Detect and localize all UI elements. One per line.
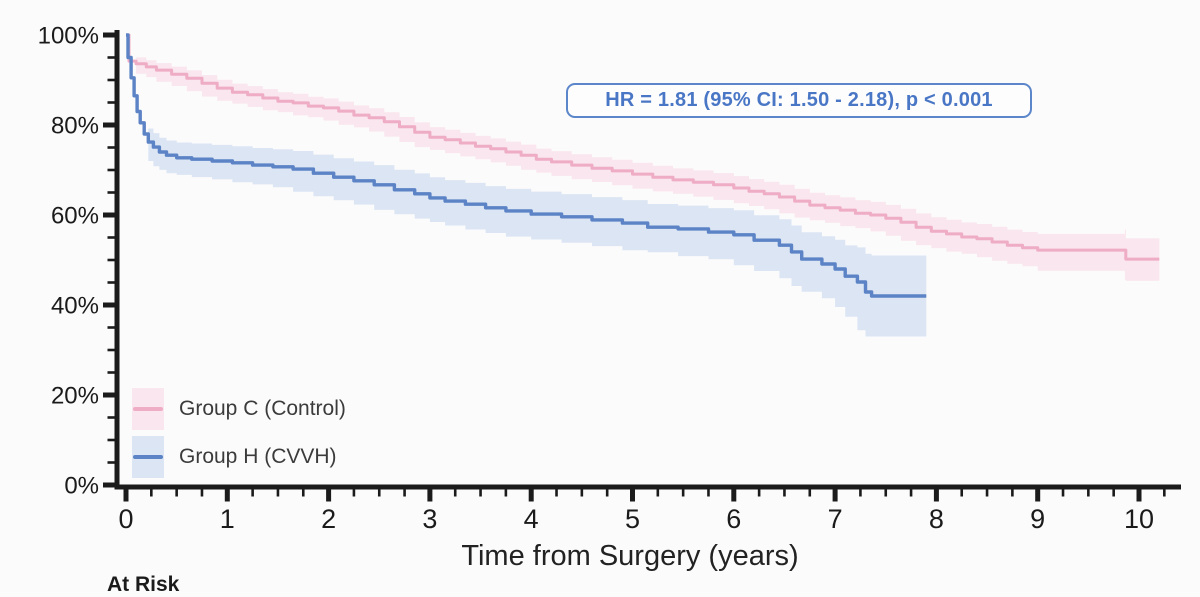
y-tick-label: 20% [51,383,99,410]
legend: Group C (Control) Group H (CVVH) [132,388,346,484]
y-tick-label: 80% [51,113,99,140]
hr-annotation-text: HR = 1.81 (95% CI: 1.50 - 2.18), p < 0.0… [605,89,993,111]
x-tick-label: 10 [1124,504,1154,534]
y-tick-label: 0% [64,473,99,500]
x-tick-label: 7 [828,504,843,534]
legend-item-group-h: Group H (CVVH) [132,436,346,478]
group-c-survival-curve [126,33,1160,261]
legend-label-group-c: Group C (Control) [179,397,346,420]
legend-label-group-h: Group H (CVVH) [179,445,337,468]
legend-item-group-c: Group C (Control) [132,388,346,430]
x-axis-title: Time from Surgery (years) [461,540,799,572]
group-c-band-swatch [132,388,164,430]
x-tick-label: 0 [118,504,133,534]
y-tick-label: 60% [51,203,99,230]
x-tick-label: 1 [220,504,235,534]
group-h-band-swatch [132,436,164,478]
group-h-survival-curve [126,33,927,298]
x-tick-label: 3 [422,504,437,534]
tick-marks [103,32,1166,502]
tick-labels: 0% 20% 40% 60% 80% 100% 0 1 2 3 4 5 6 7 8 9 10 [38,23,1154,535]
group-h-confidence-band [148,128,927,337]
x-tick-label: 9 [1030,504,1045,534]
group-h-line-swatch [133,455,163,459]
x-tick-label: 6 [726,504,741,534]
survival-curves [126,33,1160,298]
x-tick-label: 2 [321,504,336,534]
group-c-confidence-band [136,57,1160,281]
confidence-bands [136,57,1160,337]
group-c-line-swatch [133,407,163,411]
at-risk-label: At Risk [107,573,180,596]
x-tick-label: 5 [625,504,640,534]
x-tick-label: 8 [929,504,944,534]
y-tick-label: 40% [51,293,99,320]
y-tick-label: 100% [38,23,99,50]
hr-annotation-box: HR = 1.81 (95% CI: 1.50 - 2.18), p < 0.0… [566,83,1032,118]
x-tick-label: 4 [524,504,539,534]
